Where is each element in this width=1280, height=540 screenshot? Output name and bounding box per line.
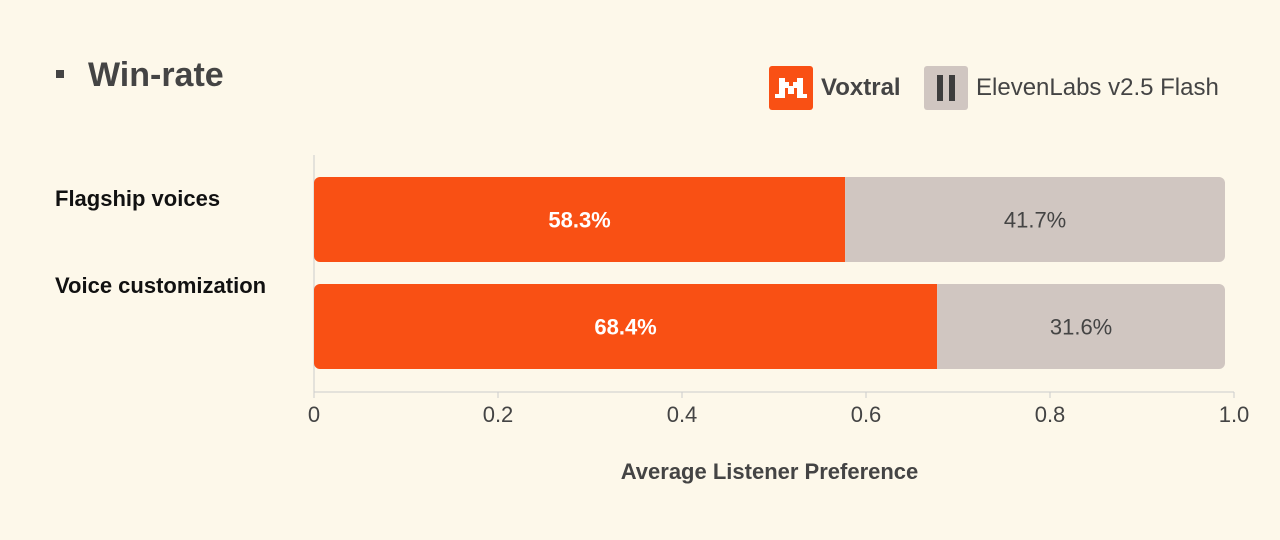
legend-elevenlabs: ElevenLabs v2.5 Flash [976,74,1219,101]
x-tick-label: 0.4 [667,402,698,427]
bar-segment [314,177,846,262]
chart-title: Win-rate [88,56,224,94]
data-label: 41.7% [1004,208,1066,233]
bar-segment [845,177,1225,262]
x-tick-label: 1.0 [1219,402,1250,427]
title-bullet [56,70,64,78]
x-tick-label: 0 [308,402,320,427]
category-label: Voice customization [55,273,267,298]
data-label: 58.3% [548,208,610,233]
legend-voxtral: Voxtral [821,74,901,101]
x-tick-label: 0.8 [1035,402,1066,427]
elevenlabs-logo-icon [924,66,968,110]
x-tick-label: 0.6 [851,402,882,427]
data-label: 68.4% [594,315,656,340]
data-label: 31.6% [1050,315,1112,340]
bar-segment [314,284,938,369]
voxtral-logo-icon [769,66,813,110]
category-label: Flagship voices [55,186,221,211]
x-tick-label: 0.2 [483,402,514,427]
x-axis-label: Average Listener Preference [620,459,919,484]
bar-segment [937,284,1225,369]
